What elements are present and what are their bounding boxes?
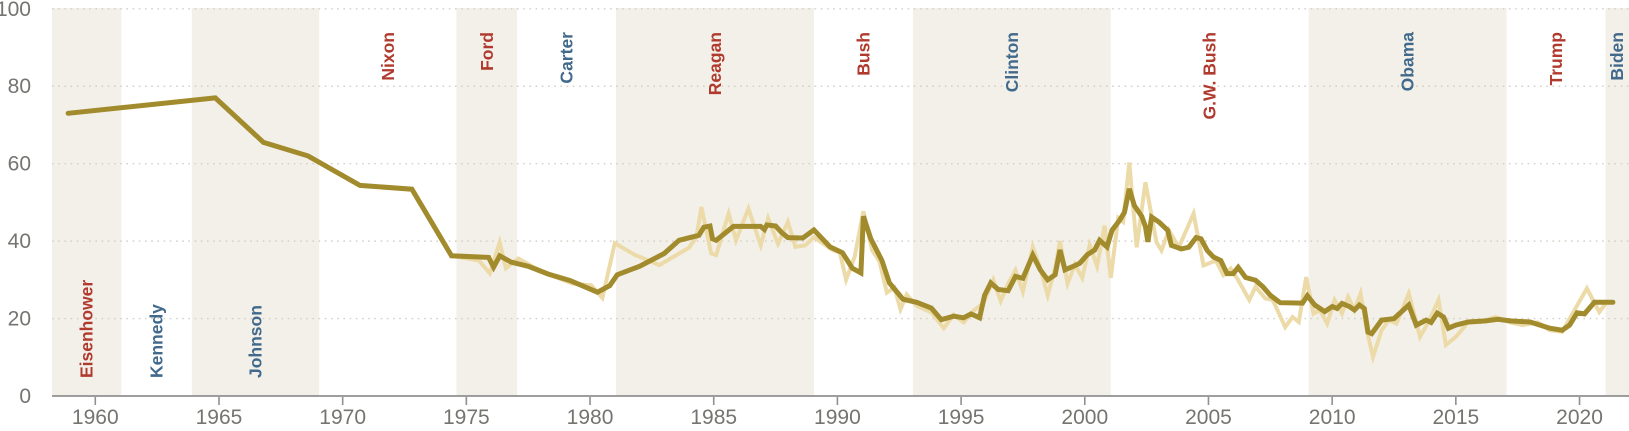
president-label-kennedy: Kennedy [147, 304, 167, 378]
x-axis-label-1960: 1960 [72, 406, 119, 429]
x-axis-label-1980: 1980 [567, 406, 614, 429]
president-label-nixon: Nixon [378, 32, 398, 81]
president-label-trump: Trump [1546, 32, 1566, 85]
y-axis-label-80: 80 [8, 75, 31, 98]
president-term-band-biden [1605, 8, 1629, 396]
x-axis-label-1990: 1990 [814, 406, 861, 429]
x-axis-label-2010: 2010 [1309, 406, 1356, 429]
president-term-band-clinton [912, 8, 1111, 396]
x-axis-label-2005: 2005 [1185, 406, 1232, 429]
x-axis-label-1970: 1970 [319, 406, 366, 429]
y-axis-label-40: 40 [8, 230, 31, 253]
y-axis-label-60: 60 [8, 153, 31, 176]
y-axis-label-0: 0 [19, 385, 31, 408]
president-label-bush: Bush [853, 32, 873, 76]
moving-average-line [65, 95, 1616, 337]
x-axis-label-1975: 1975 [443, 406, 490, 429]
x-axis-label-1995: 1995 [938, 406, 985, 429]
president-term-band-johnson [191, 8, 320, 396]
x-axis-label-1965: 1965 [196, 406, 243, 429]
president-label-biden: Biden [1607, 32, 1627, 81]
president-label-johnson: Johnson [245, 305, 265, 378]
y-axis-label-20: 20 [8, 308, 31, 331]
y-axis-label-100: 100 [0, 0, 31, 21]
president-label-eisenhower: Eisenhower [77, 280, 97, 378]
x-axis-label-2015: 2015 [1432, 406, 1479, 429]
x-axis-label-2020: 2020 [1556, 406, 1603, 429]
president-label-ford: Ford [477, 32, 497, 71]
president-label-obama: Obama [1398, 32, 1418, 92]
x-axis-label-1985: 1985 [690, 406, 737, 429]
president-label-g-w-bush: G.W. Bush [1200, 32, 1220, 120]
president-label-reagan: Reagan [705, 32, 725, 95]
president-label-clinton: Clinton [1002, 32, 1022, 92]
president-label-carter: Carter [557, 32, 577, 84]
president-term-band-obama [1308, 8, 1507, 396]
president-term-band-reagan [616, 8, 814, 396]
president-term-band-ford [456, 8, 518, 396]
president-term-band-eisenhower [52, 8, 122, 396]
x-axis-label-2000: 2000 [1061, 406, 1108, 429]
